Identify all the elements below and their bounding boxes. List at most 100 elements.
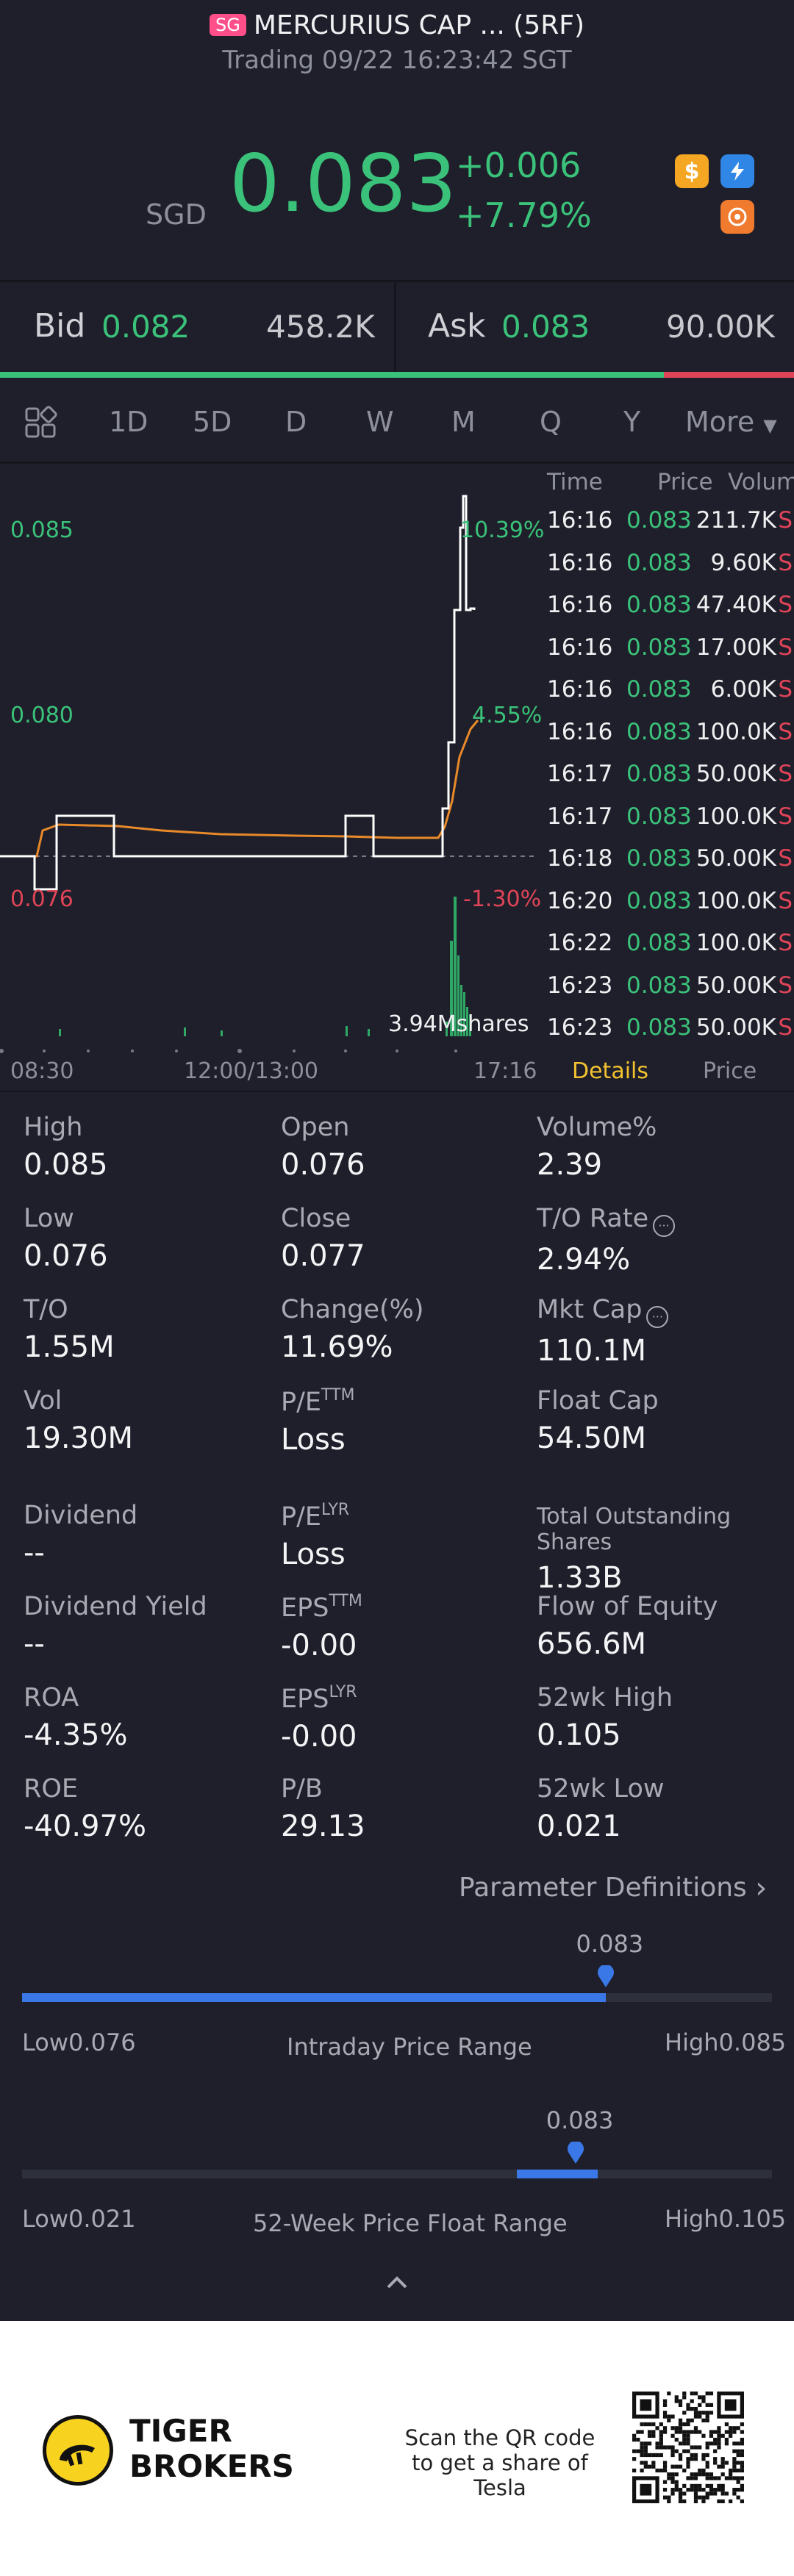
stat-label: P/E (281, 1388, 322, 1417)
intraday-chart[interactable]: 0.085 0.080 0.076 10.39% 4.55% -1.30% 3.… (0, 463, 544, 1080)
tick-row: 16:16 0.083 211.7K S (537, 507, 794, 550)
tick-price: 0.083 (626, 930, 692, 956)
intraday-range-title: Intraday Price Range (287, 2033, 532, 2061)
tick-price: 0.083 (626, 887, 692, 914)
tab-details[interactable]: Details (572, 1058, 649, 1084)
stat-value: 0.021 (537, 1809, 621, 1843)
stat-roe: ROE -40.97% (24, 1774, 146, 1843)
ticks-header-volume: Volume (728, 469, 794, 495)
tick-side: S (778, 676, 793, 703)
intraday-range-fill (22, 1993, 606, 2002)
market-tag: SG (209, 14, 246, 36)
low-value: 0.021 (68, 2205, 136, 2233)
promo-footer: TIGER BROKERS Scan the QR code to get a … (0, 2321, 794, 2576)
stat-low: Low 0.076 (24, 1204, 108, 1273)
flash-icon[interactable] (720, 154, 754, 188)
high-value: 0.105 (718, 2205, 787, 2233)
stat-flow-equity: Flow of Equity 656.6M (537, 1592, 718, 1661)
stat-eps-ttm: EPSTTM -0.00 (281, 1592, 362, 1662)
divider (0, 280, 794, 282)
quote-header: SG MERCURIUS CAP ... (5RF) Trading 09/22 … (0, 0, 794, 279)
stat-pe-lyr: P/ELYR Loss (281, 1501, 349, 1571)
layout-grid-icon[interactable] (24, 406, 59, 441)
stat-52wk-high: 52wk High 0.105 (537, 1683, 673, 1752)
week52-range-fill (516, 2170, 598, 2178)
brand-line-1: TIGER (129, 2413, 232, 2449)
tick-volume: 211.7K (695, 507, 776, 534)
tick-row: 16:18 0.083 50.00K S (537, 845, 794, 888)
tab-price[interactable]: Price (703, 1058, 757, 1084)
tab-q[interactable]: Q (540, 406, 562, 438)
tick-side: S (778, 887, 793, 914)
bid-price: 0.082 (101, 309, 190, 345)
parameter-definitions-link[interactable]: Parameter Definitions › (459, 1871, 767, 1905)
intraday-high: High0.085 (665, 2028, 786, 2056)
low-label: Low (22, 2028, 69, 2056)
week52-range-title: 52-Week Price Float Range (253, 2209, 568, 2237)
tick-side: S (778, 1014, 793, 1041)
chart-svg (0, 495, 535, 1053)
ask-price: 0.083 (501, 309, 590, 345)
stat-label-sup: LYR (321, 1501, 350, 1519)
tick-price: 0.083 (626, 845, 692, 872)
stat-open: Open 0.076 (281, 1113, 365, 1182)
stat-value: 2.39 (537, 1148, 603, 1182)
stat-value: 0.076 (281, 1148, 365, 1182)
stat-label: P/E (281, 1502, 322, 1532)
tick-time: 16:17 (547, 761, 613, 787)
more-info-icon[interactable]: ··· (653, 1215, 676, 1237)
stat-label: 52wk High (537, 1683, 673, 1712)
tick-side: S (778, 592, 793, 618)
tick-time: 16:16 (547, 549, 613, 576)
tab-m[interactable]: M (451, 406, 476, 438)
tab-d[interactable]: D (285, 406, 307, 438)
stat-value: 656.6M (537, 1627, 647, 1661)
tab-more[interactable]: More ▼ (685, 406, 777, 438)
stat-value: 54.50M (537, 1421, 647, 1455)
stat-label: 52wk Low (537, 1774, 665, 1804)
chevron-down-icon: ▼ (763, 415, 777, 436)
tab-y[interactable]: Y (623, 406, 641, 438)
qr-code[interactable] (632, 2392, 744, 2503)
tick-side: S (778, 549, 793, 576)
bid-ask-separator (394, 282, 396, 372)
tick-price: 0.083 (626, 1014, 692, 1041)
tick-row: 16:16 0.083 6.00K S (537, 676, 794, 719)
stat-label: Total Outstanding Shares (537, 1504, 732, 1555)
stock-title[interactable]: SG MERCURIUS CAP ... (5RF) (0, 10, 794, 40)
dollar-icon[interactable]: $ (675, 154, 709, 188)
tab-more-label: More (685, 406, 755, 438)
week52-current-value: 0.083 (546, 2106, 614, 2134)
stat-value: 0.077 (281, 1239, 365, 1273)
stat-label-sup: TTM (329, 1592, 362, 1610)
tick-price: 0.083 (626, 803, 692, 830)
stat-value: 19.30M (24, 1421, 134, 1455)
stat-label: Close (281, 1204, 351, 1233)
brand-line-2: BROKERS (129, 2448, 294, 2484)
tab-1d[interactable]: 1D (109, 406, 149, 438)
tab-5d[interactable]: 5D (193, 406, 232, 438)
tick-row: 16:23 0.083 50.00K S (537, 972, 794, 1015)
stat-volume-pct: Volume% 2.39 (537, 1113, 657, 1182)
stat-label: Mkt Cap (537, 1295, 643, 1324)
avg-price-line (0, 720, 479, 858)
y-label-mid: 0.080 (10, 703, 74, 728)
stat-value: -0.00 (281, 1629, 357, 1662)
stat-value: 0.105 (537, 1718, 621, 1752)
high-value: 0.085 (718, 2028, 787, 2056)
collapse-chevron-up-icon[interactable] (382, 2271, 412, 2293)
scan-qr-text: Scan the QR code to get a share of Tesla (404, 2425, 596, 2500)
tick-time: 16:17 (547, 803, 613, 830)
tab-w[interactable]: W (366, 406, 394, 438)
tick-volume: 100.0K (695, 803, 776, 830)
week52-high: High0.105 (665, 2205, 786, 2233)
more-info-icon[interactable]: ··· (646, 1306, 669, 1328)
stat-value: -40.97% (24, 1809, 146, 1843)
bid-ask-bar: Bid 0.082 458.2K Ask 0.083 90.00K (0, 282, 794, 372)
tick-row: 16:23 0.083 50.00K S (537, 1014, 794, 1057)
tick-volume: 100.0K (695, 718, 776, 745)
stat-close: Close 0.077 (281, 1204, 365, 1273)
orange-badge-icon[interactable] (720, 200, 754, 234)
period-tabs: 1D 5D D W M Q Y More ▼ (0, 391, 794, 462)
time-and-sales[interactable]: Time Price Volume 16:160.083211.7KS16:16… (537, 463, 794, 1051)
